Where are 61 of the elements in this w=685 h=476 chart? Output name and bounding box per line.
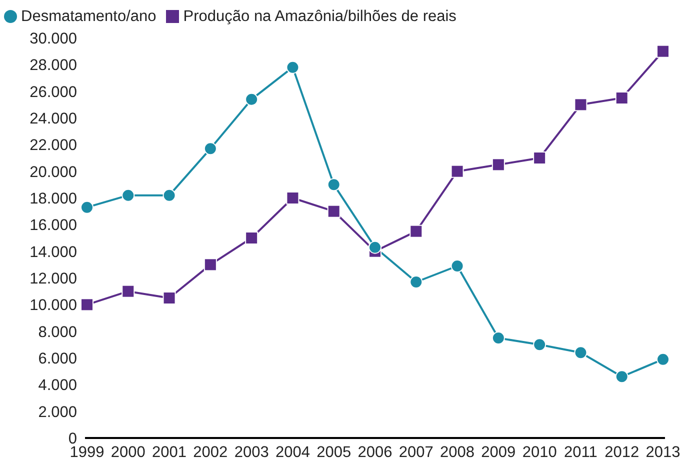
y-tick-label: 10.000 <box>30 297 78 314</box>
x-tick-label: 2004 <box>275 444 310 462</box>
x-tick-label: 2011 <box>564 444 598 462</box>
y-tick-label: 12.000 <box>30 270 78 288</box>
legend-label: Produção na Amazônia/bilhões de reais <box>183 8 456 25</box>
point <box>656 352 670 366</box>
x-tick-label: 2010 <box>522 444 558 462</box>
point <box>327 178 340 192</box>
y-tick-label: 8.000 <box>38 324 78 341</box>
y-tick-label: 20.000 <box>30 164 78 181</box>
x-tick-label: 2008 <box>440 444 475 462</box>
point <box>410 276 423 288</box>
point <box>410 224 423 238</box>
y-tick-label: 14.000 <box>30 244 78 261</box>
point <box>533 338 546 352</box>
point <box>656 44 670 58</box>
x-tick-label: 2009 <box>481 444 516 462</box>
point <box>162 188 176 202</box>
point <box>245 232 258 244</box>
y-tick-label: 2.000 <box>38 404 78 421</box>
point <box>574 98 588 112</box>
point <box>204 258 217 272</box>
point <box>122 188 135 202</box>
point <box>327 204 340 218</box>
y-tick-label: 28.000 <box>30 57 78 74</box>
point <box>615 92 628 104</box>
point <box>492 158 505 172</box>
point <box>286 192 300 204</box>
point <box>122 284 135 298</box>
point <box>286 60 300 74</box>
x-tick-label: 2012 <box>604 444 640 462</box>
x-tick-label: 2000 <box>110 444 146 462</box>
y-tick-label: 26.000 <box>30 84 78 101</box>
point <box>533 152 546 164</box>
y-tick-label: 18.000 <box>30 190 78 208</box>
x-tick-label: 2013 <box>646 444 680 462</box>
point <box>368 240 382 254</box>
point <box>450 260 464 272</box>
x-tick-label: 2007 <box>398 444 434 462</box>
x-tick-label: 2006 <box>358 444 392 462</box>
y-tick-label: 22.000 <box>30 137 78 154</box>
y-tick-label: 30.000 <box>30 30 78 48</box>
point <box>450 164 464 178</box>
point <box>615 370 628 384</box>
point <box>492 332 505 344</box>
x-tick-label: 2001 <box>152 444 187 462</box>
y-tick-label: 16.000 <box>30 217 78 234</box>
y-tick-label: 24.000 <box>30 110 78 128</box>
x-tick-label: 2003 <box>234 444 269 462</box>
point <box>204 142 217 156</box>
x-tick-label: 2005 <box>316 444 352 462</box>
y-tick-label: 4.000 <box>38 377 78 394</box>
point <box>574 346 588 360</box>
legend-label: Desmatamento/ano <box>21 8 156 25</box>
point <box>162 292 176 304</box>
point <box>245 92 258 106</box>
x-tick-label: 2002 <box>193 444 228 462</box>
x-tick-label: 1999 <box>70 444 104 462</box>
point <box>80 200 94 214</box>
point <box>80 298 94 312</box>
y-tick-label: 6.000 <box>38 350 78 368</box>
